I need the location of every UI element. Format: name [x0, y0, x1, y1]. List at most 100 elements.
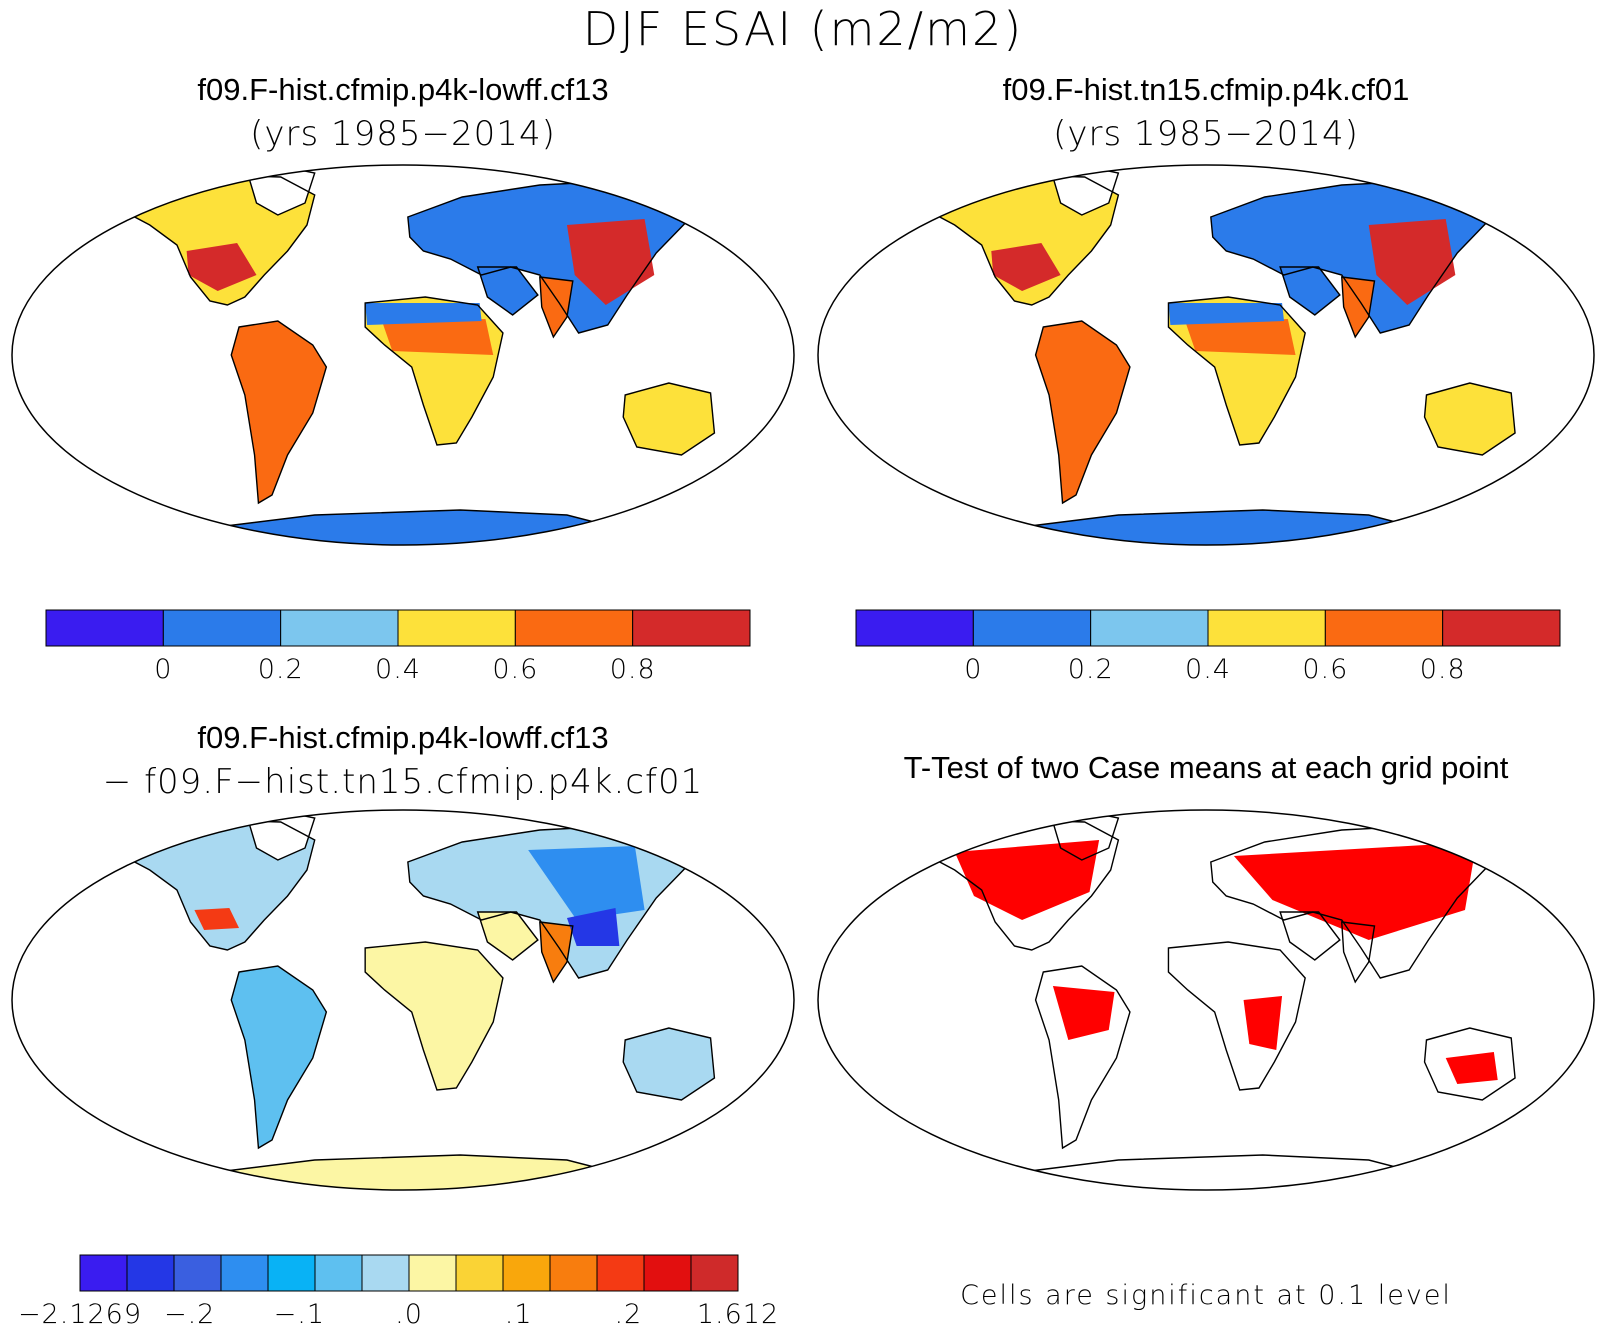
colorbar-box [314, 1254, 363, 1292]
land-antarctica [140, 1155, 684, 1190]
coastline [1167, 941, 1306, 1091]
colorbar-box [596, 1254, 645, 1292]
map-ttest [806, 800, 1606, 1210]
colorbar-box [690, 1254, 739, 1292]
blob-neg [528, 846, 645, 920]
colorbar-box [220, 1254, 269, 1292]
sig-region [1052, 986, 1115, 1040]
colorbar-box [361, 1254, 410, 1292]
land-arabia [477, 912, 538, 960]
colorbar-tick-label: .0 [395, 1299, 423, 1327]
colorbar-box [972, 609, 1092, 647]
land-antarctica [945, 510, 1485, 545]
map-case2 [806, 155, 1606, 565]
colorbar-case1: 0 0.2 0.4 0.6 0.8 [45, 609, 751, 685]
blob-low [1168, 303, 1284, 325]
colorbar-tick-label: 1.612 [697, 1299, 779, 1327]
land-australia [623, 383, 715, 455]
land-australia [1424, 383, 1516, 455]
land-africa [365, 942, 503, 1090]
sig-region [954, 840, 1100, 920]
colorbar-tick-label: 0.6 [492, 654, 538, 685]
colorbar-box [514, 609, 634, 647]
coastline [476, 266, 539, 316]
significance-note: Cells are significant at 0.1 level [960, 1280, 1452, 1311]
colorbar-tick-label: 0 [154, 654, 172, 685]
coastline [1167, 296, 1306, 446]
coastline [364, 941, 504, 1091]
coastline [1340, 921, 1376, 984]
panel-4-title: T-Test of two Case means at each grid po… [903, 750, 1509, 785]
map-border [817, 809, 1595, 1191]
sig-region [1233, 842, 1477, 940]
blob-high [991, 243, 1061, 291]
panel-3-title: f09.F-hist.cfmip.p4k-lowff.cf13 [197, 720, 609, 755]
coastline [944, 1154, 1487, 1190]
colorbar-box [1324, 609, 1444, 647]
coastline [364, 296, 504, 446]
figure-title: DJF ESAI (m2/m2) [582, 2, 1024, 56]
colorbar-tick-label: .1 [505, 1299, 533, 1327]
coastline [1340, 276, 1376, 339]
coastline [139, 1154, 686, 1190]
colorbar-tick-label: 0.4 [375, 654, 421, 685]
coastline [230, 320, 328, 505]
map-border [11, 809, 795, 1191]
coastline [1423, 382, 1516, 456]
coastline [1423, 1027, 1516, 1101]
blob-mid [382, 319, 494, 355]
colorbar-box [855, 609, 974, 647]
coastline [1034, 965, 1131, 1150]
colorbar-box [45, 609, 164, 647]
land-greenland [1052, 167, 1119, 215]
colorbar-box [643, 1254, 692, 1292]
coastline [539, 276, 574, 339]
colorbar-case2: 0 0.2 0.4 0.6 0.8 [855, 609, 1561, 685]
coastline [1279, 266, 1341, 316]
colorbar-tick-label: 0.8 [610, 654, 656, 685]
colorbar-box [173, 1254, 222, 1292]
coastline [230, 965, 328, 1150]
colorbar-tick-label: −.1 [274, 1299, 325, 1327]
panel-1-title: f09.F-hist.cfmip.p4k-lowff.cf13 [197, 72, 609, 107]
land-africa [1168, 942, 1306, 1090]
blob-high [566, 219, 655, 305]
land-arabia [1280, 912, 1340, 960]
coastline [139, 509, 686, 545]
land-arabia [1280, 267, 1340, 315]
panel-2-subtitle: (yrs 1985−2014) [1053, 114, 1359, 154]
blob-mid [1185, 319, 1296, 355]
colorbar-tick-label: 0.2 [1068, 654, 1114, 685]
sig-region [1243, 996, 1283, 1050]
coastline [622, 382, 716, 456]
sig-region [1445, 1052, 1498, 1084]
colorbar-box [1207, 609, 1326, 647]
colorbar-difference: −2.1269 −.2 −.1 .0 .1 .2 1.612 [18, 1254, 779, 1327]
blob-high [186, 243, 257, 291]
colorbar-tick-label: .2 [614, 1299, 642, 1327]
coastline [622, 1027, 716, 1101]
colorbar-box [1090, 609, 1209, 647]
panel-3-subtitle: − f09.F−hist.tn15.cfmip.p4k.cf01 [102, 762, 704, 802]
colorbar-tick-label: 0 [964, 654, 982, 685]
colorbar-box [502, 1254, 551, 1292]
blob-pos [194, 908, 240, 930]
colorbar-box [1442, 609, 1561, 647]
map-difference [0, 800, 806, 1210]
land-australia [623, 1028, 715, 1100]
coastline [1279, 911, 1341, 961]
colorbar-box [455, 1254, 504, 1292]
colorbar-box [397, 609, 516, 647]
colorbar-box [549, 1254, 598, 1292]
panel-1-subtitle: (yrs 1985−2014) [250, 114, 556, 154]
colorbar-tick-label: 0.8 [1420, 654, 1466, 685]
colorbar-box [632, 609, 751, 647]
land-arabia [477, 267, 538, 315]
coastline [539, 921, 574, 984]
land-antarctica [140, 510, 684, 545]
blob-neg [566, 908, 620, 946]
land-greenland [248, 167, 315, 215]
colorbar-tick-label: 0.4 [1185, 654, 1231, 685]
blob-high [1368, 219, 1456, 305]
coastline [944, 509, 1487, 545]
